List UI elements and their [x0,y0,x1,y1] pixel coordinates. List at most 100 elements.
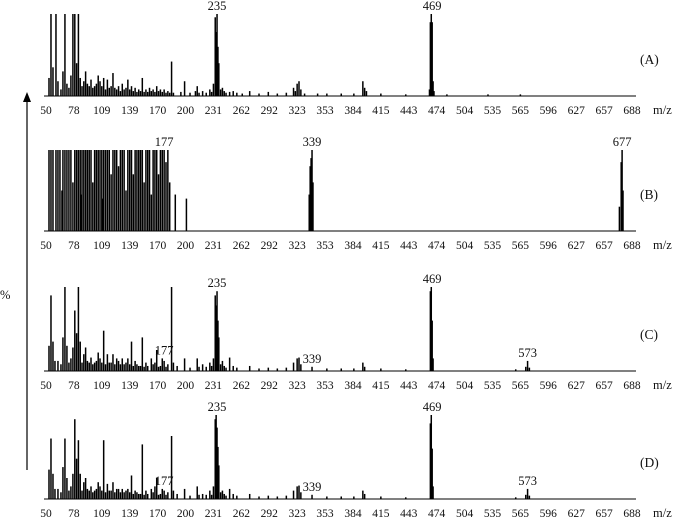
x-tick-label: 535 [484,508,502,520]
x-tick-label: 262 [233,240,251,252]
x-tick-label: 474 [428,240,446,252]
peak-label: 177 [155,135,174,149]
spectrum-panel: 177 235 339 469 573 (D) 50 78 109 139 170 200 231 262… [40,400,672,520]
x-tick-label: 474 [428,508,446,520]
x-tick-label: 384 [344,240,362,252]
spectrum-panel: 177 339 677 (B) 50 78 109 139 170 200 231 262 292 323… [40,135,672,252]
x-tick-label: 565 [512,508,530,520]
x-tick-label: 384 [344,508,362,520]
x-tick-label: 353 [316,508,334,520]
x-tick-label: 231 [205,508,223,520]
x-tick-label: 292 [261,240,279,252]
panel-label: (C) [640,327,658,342]
peak-label: 339 [303,480,322,494]
x-tick-label: 50 [40,508,52,520]
x-tick-label: 535 [484,380,502,392]
x-tick-label: 109 [93,380,111,392]
x-tick-label: 323 [289,508,307,520]
x-tick-label: 415 [372,508,390,520]
intensity-axis: % [0,92,31,470]
x-tick-label: 50 [40,105,52,117]
x-tick-label: 596 [540,380,558,392]
x-tick-label: 292 [261,105,279,117]
x-tick-label: 139 [121,380,139,392]
spectrum-panel: 177 235 339 469 573 (C) 50 78 109 139 170 200 231 262… [40,272,672,392]
x-axis-label: m/z [653,378,672,392]
x-tick-label: 353 [316,380,334,392]
x-tick-label: 231 [205,380,223,392]
x-tick-label: 200 [177,240,195,252]
x-tick-label: 565 [512,105,530,117]
peak-label: 339 [303,352,322,366]
x-tick-label: 109 [93,105,111,117]
x-tick-label: 170 [149,105,167,117]
x-tick-label: 170 [149,508,167,520]
x-tick-label: 657 [595,508,613,520]
x-tick-label: 323 [289,380,307,392]
x-tick-label: 200 [177,380,195,392]
x-tick-label: 78 [68,380,80,392]
peak-label: 573 [518,474,537,488]
x-tick-label: 353 [316,240,334,252]
x-tick-label: 231 [205,105,223,117]
x-tick-label: 139 [121,240,139,252]
peak-label: 235 [208,400,227,414]
x-tick-label: 627 [568,380,586,392]
x-tick-label: 443 [400,508,418,520]
x-tick-label: 109 [93,508,111,520]
x-tick-label: 78 [68,105,80,117]
x-tick-label: 535 [484,240,502,252]
x-tick-label: 78 [68,508,80,520]
x-tick-label: 323 [289,240,307,252]
x-tick-label: 415 [372,380,390,392]
x-tick-label: 627 [568,240,586,252]
x-tick-label: 504 [456,508,474,520]
panel-label: (D) [640,455,659,470]
x-tick-label: 231 [205,240,223,252]
x-tick-label: 262 [233,105,251,117]
x-tick-label: 657 [595,380,613,392]
x-tick-label: 323 [289,105,307,117]
x-tick-label: 657 [595,240,613,252]
peak-label: 469 [423,0,442,13]
peak-label: 677 [613,135,632,149]
intensity-axis-arrowhead [23,92,31,102]
x-tick-label: 688 [623,508,641,520]
peak-label: 339 [303,135,322,149]
peak-label: 177 [155,474,174,488]
x-tick-label: 50 [40,380,52,392]
x-axis-label: m/z [653,103,672,117]
x-tick-label: 170 [149,380,167,392]
x-tick-label: 596 [540,240,558,252]
x-tick-label: 353 [316,105,334,117]
x-tick-label: 688 [623,240,641,252]
peak-label: 177 [155,343,174,357]
peak-label: 469 [423,400,442,414]
spectrum-panel: 235 469 (A) 50 78 109 139 170 200 231 262 292 323 353… [40,0,672,117]
x-tick-label: 565 [512,240,530,252]
intensity-axis-label: % [0,288,10,302]
x-tick-label: 139 [121,105,139,117]
x-tick-label: 415 [372,105,390,117]
x-tick-label: 443 [400,105,418,117]
x-tick-label: 535 [484,105,502,117]
x-tick-label: 504 [456,105,474,117]
x-tick-label: 262 [233,508,251,520]
x-tick-label: 443 [400,380,418,392]
peak-label: 235 [208,276,227,290]
spectra-panels: 235 469 (A) 50 78 109 139 170 200 231 262 292 323 353… [40,0,672,520]
x-tick-label: 139 [121,508,139,520]
peak-label: 573 [518,346,537,360]
x-tick-label: 384 [344,380,362,392]
x-tick-label: 443 [400,240,418,252]
x-tick-label: 262 [233,380,251,392]
panel-label: (A) [640,52,659,67]
panel-label: (B) [640,187,658,202]
x-tick-label: 384 [344,105,362,117]
peak-label: 469 [423,272,442,286]
x-tick-label: 200 [177,105,195,117]
x-tick-label: 109 [93,240,111,252]
x-tick-label: 627 [568,508,586,520]
x-tick-label: 292 [261,380,279,392]
